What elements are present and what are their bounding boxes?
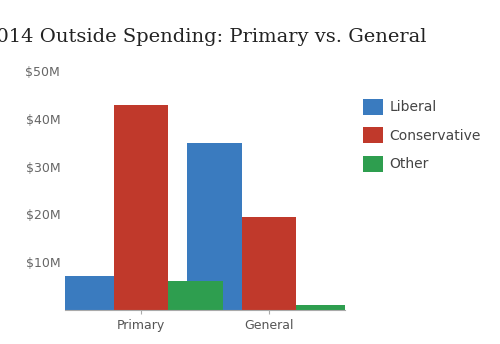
Bar [296,305,351,310]
Bar [186,143,242,310]
Bar [168,281,224,310]
Title: 2014 Outside Spending: Primary vs. General: 2014 Outside Spending: Primary vs. Gener… [0,29,426,46]
Bar [59,276,114,310]
Bar [114,105,168,310]
Bar [242,217,296,310]
Legend: Liberal, Conservative, Other: Liberal, Conservative, Other [363,99,481,172]
